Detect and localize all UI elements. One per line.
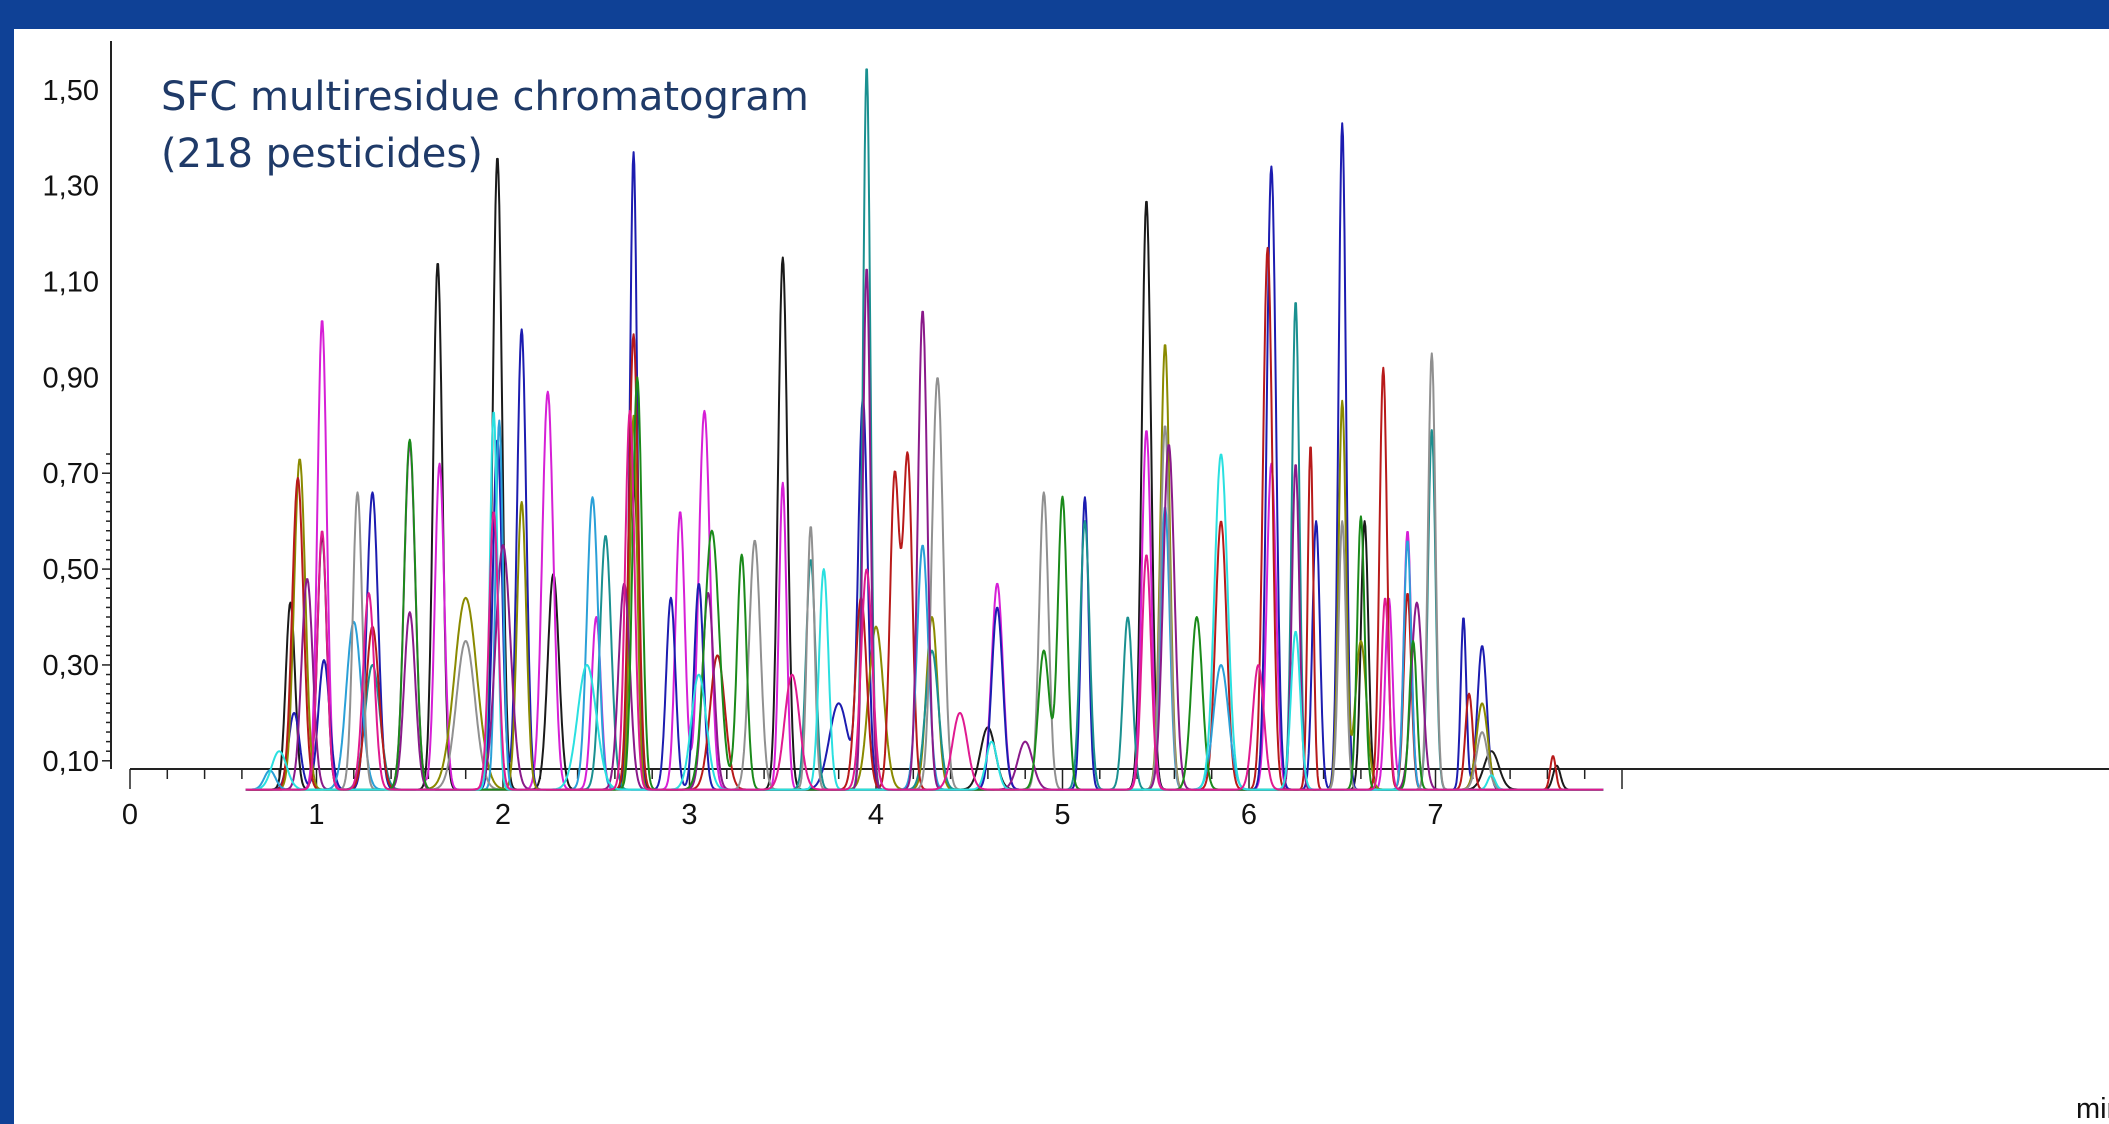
y-tick-label: 1,50	[43, 75, 99, 107]
y-tick-label: 0,10	[43, 746, 99, 778]
chart-title: SFC multiresidue chromatogram (218 pesti…	[161, 74, 809, 177]
x-tick-label: 4	[868, 799, 884, 831]
y-axis: 0,10 0,30 0,50 0,70 0,90 1,10 1,30 1,50	[43, 41, 112, 778]
x-tick-label: 6	[1241, 799, 1257, 831]
x-axis: 0 1 2 3 4 5 6 7	[122, 768, 2109, 831]
y-tick-label: 1,10	[43, 267, 99, 299]
x-tick-label: 1	[308, 799, 324, 831]
y-tick-label: 0,70	[43, 458, 99, 490]
series-line-12	[245, 409, 1604, 791]
x-tick-label: 2	[495, 799, 511, 831]
y-tick-label: 0,30	[43, 650, 99, 682]
chromatogram-chart: 0,10 0,30 0,50 0,70 0,90 1,10 1,30 1,50 0 1 2 3 4 5 6…	[43, 41, 2109, 1124]
plot-panel: 0,10 0,30 0,50 0,70 0,90 1,10 1,30 1,50 0 1 2 3 4 5 6…	[14, 29, 2109, 1124]
series-group	[245, 68, 1604, 791]
series-line-1	[245, 157, 1604, 791]
x-tick-label: 7	[1427, 799, 1443, 831]
y-tick-label: 0,90	[43, 362, 99, 394]
y-tick-label: 1,30	[43, 171, 99, 203]
x-tick-label: 3	[681, 799, 697, 831]
x-axis-label: min	[2076, 1093, 2109, 1124]
x-tick-label: 5	[1054, 799, 1070, 831]
series-line-3	[245, 122, 1604, 791]
y-tick-label: 0,50	[43, 554, 99, 586]
x-tick-label: 0	[122, 799, 138, 831]
